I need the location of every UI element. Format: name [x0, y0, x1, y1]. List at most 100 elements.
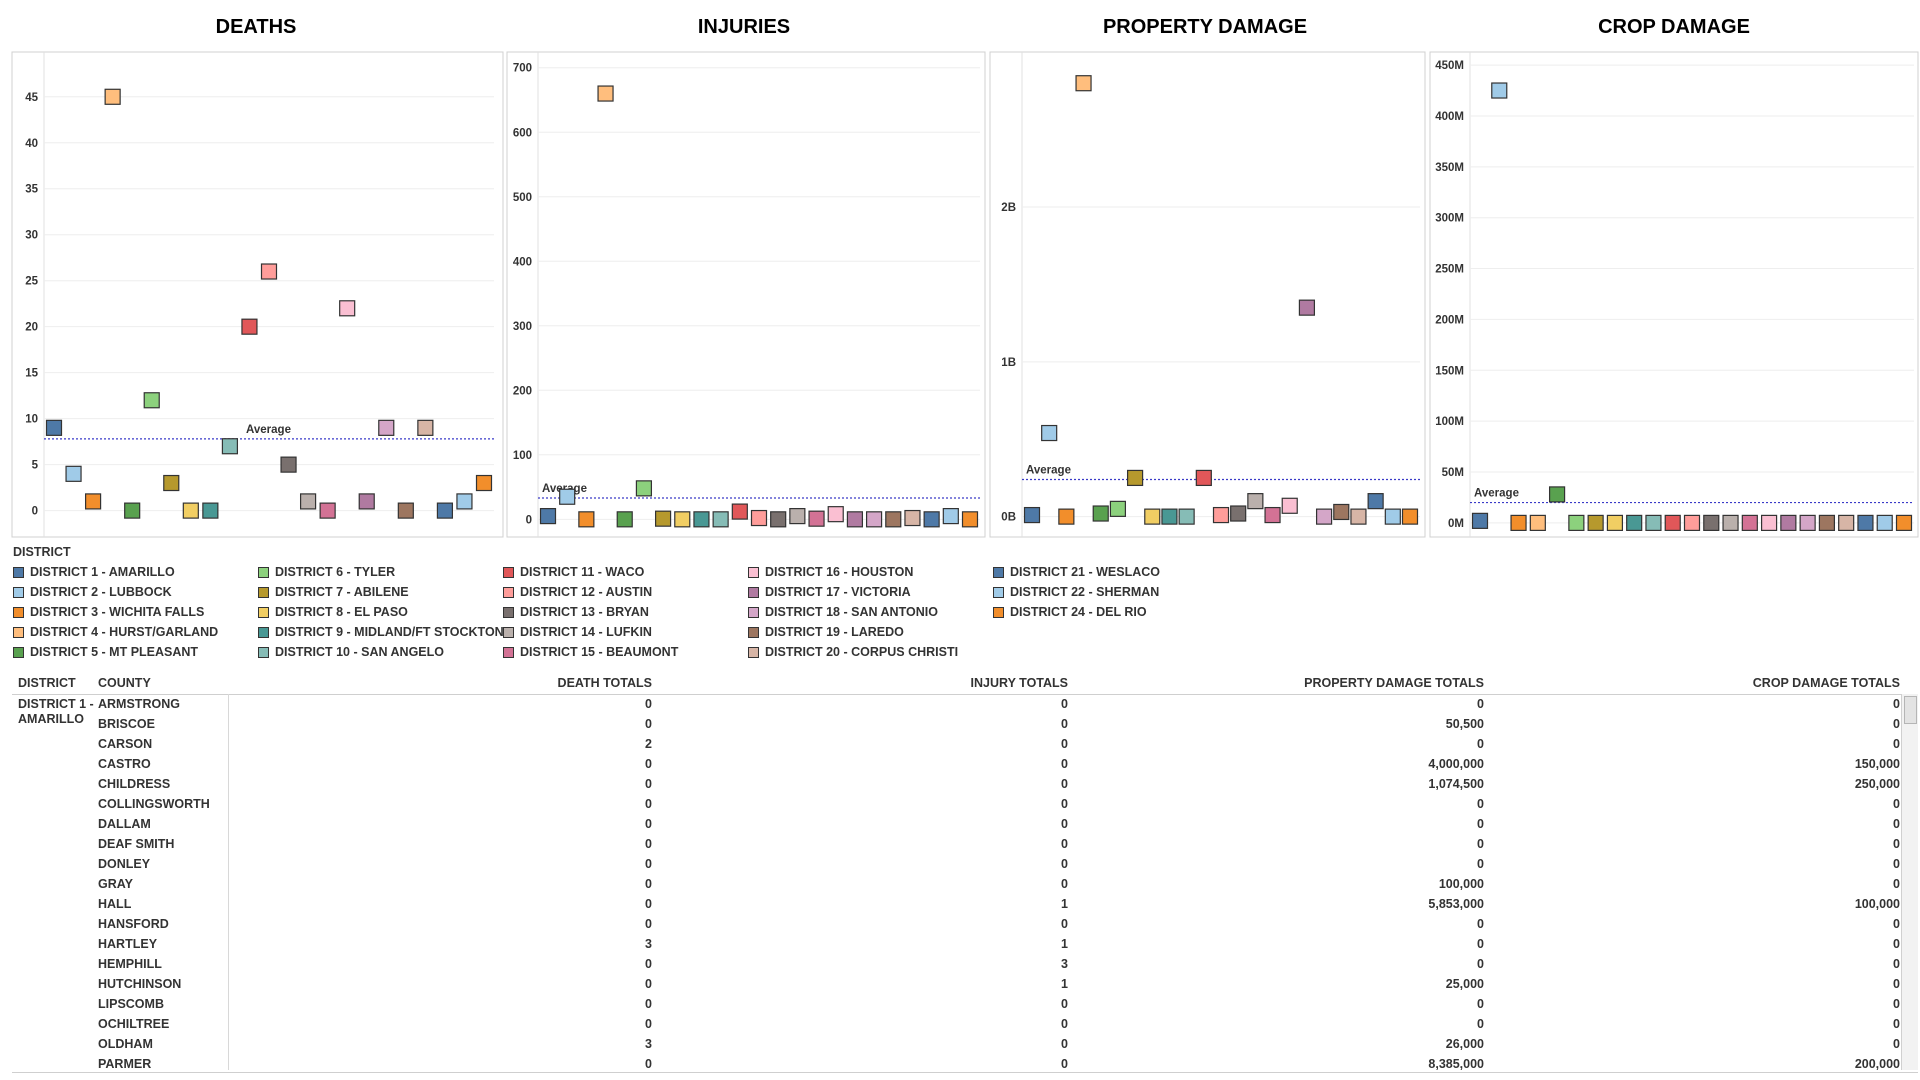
data-point-district-8[interactable]	[1144, 508, 1161, 525]
data-point-district-6[interactable]	[635, 480, 653, 497]
data-point-district-10[interactable]	[712, 511, 729, 528]
legend-item[interactable]: DISTRICT 11 - WACO	[503, 565, 644, 579]
data-point-district-19[interactable]	[1333, 503, 1350, 521]
data-point-district-3[interactable]	[84, 493, 102, 510]
data-point-district-11[interactable]	[731, 503, 748, 520]
data-point-district-9[interactable]	[1161, 508, 1178, 525]
table-row[interactable]: CHILDRESS 0 0 1,074,500 250,000	[12, 774, 1918, 794]
data-point-district-23[interactable]	[961, 511, 979, 528]
legend-item[interactable]: DISTRICT 3 - WICHITA FALLS	[13, 605, 204, 619]
data-point-district-7[interactable]	[1126, 469, 1144, 487]
legend-item[interactable]: DISTRICT 13 - BRYAN	[503, 605, 649, 619]
table-scrollbar[interactable]	[1901, 694, 1918, 1070]
data-point-district-4[interactable]	[1529, 514, 1546, 531]
data-point-district-15[interactable]	[1741, 514, 1758, 531]
table-row[interactable]: LIPSCOMB 0 0 0 0	[12, 994, 1918, 1014]
data-point-district-10[interactable]	[1178, 508, 1195, 525]
table-row[interactable]: OCHILTREE 0 0 0 0	[12, 1014, 1918, 1034]
data-point-district-1[interactable]	[1023, 506, 1041, 524]
legend-item[interactable]: DISTRICT 20 - CORPUS CHRISTI	[748, 645, 958, 659]
data-point-district-12[interactable]	[1212, 506, 1230, 524]
data-point-district-10[interactable]	[1645, 514, 1662, 531]
data-point-district-14[interactable]	[299, 493, 317, 510]
header-property-damage-totals[interactable]: PROPERTY DAMAGE TOTALS	[1304, 676, 1484, 690]
data-point-district-11[interactable]	[1664, 514, 1681, 531]
data-point-district-6[interactable]	[143, 392, 160, 409]
legend-item[interactable]: DISTRICT 21 - WESLACO	[993, 565, 1160, 579]
data-point-district-5[interactable]	[1092, 505, 1109, 522]
data-point-district-3[interactable]	[1058, 508, 1075, 525]
legend-item[interactable]: DISTRICT 4 - HURST/GARLAND	[13, 625, 218, 639]
data-point-district-14[interactable]	[1247, 493, 1264, 510]
data-point-district-20[interactable]	[1838, 514, 1855, 531]
data-point-district-4[interactable]	[1075, 75, 1092, 92]
legend-item[interactable]: DISTRICT 24 - DEL RIO	[993, 605, 1147, 619]
data-point-district-9[interactable]	[1626, 514, 1643, 531]
data-point-district-19[interactable]	[397, 502, 414, 519]
data-point-district-15[interactable]	[1264, 506, 1281, 524]
legend-item[interactable]: DISTRICT 22 - SHERMAN	[993, 585, 1159, 599]
data-point-district-9[interactable]	[693, 511, 710, 528]
legend-item[interactable]: DISTRICT 16 - HOUSTON	[748, 565, 913, 579]
data-point-district-3[interactable]	[1510, 514, 1527, 531]
data-point-district-16[interactable]	[827, 506, 844, 523]
table-row[interactable]: HANSFORD 0 0 0 0	[12, 914, 1918, 934]
table-row[interactable]: HUTCHINSON 0 1 25,000 0	[12, 974, 1918, 994]
data-point-district-22[interactable]	[456, 493, 473, 510]
data-point-district-2[interactable]	[1491, 82, 1508, 99]
data-point-district-11[interactable]	[1195, 469, 1212, 487]
data-point-district-22[interactable]	[1876, 514, 1893, 531]
data-point-district-19[interactable]	[1818, 514, 1836, 531]
data-point-district-22[interactable]	[942, 507, 959, 525]
table-row[interactable]: HARTLEY 3 1 0 0	[12, 934, 1918, 954]
data-point-district-22[interactable]	[1384, 508, 1401, 525]
data-point-district-16[interactable]	[1760, 514, 1778, 531]
table-row[interactable]: PARMER 0 0 8,385,000 200,000	[12, 1054, 1918, 1070]
data-point-district-5[interactable]	[616, 511, 633, 528]
data-point-district-2[interactable]	[559, 488, 576, 505]
table-row[interactable]: DEAF SMITH 0 0 0 0	[12, 834, 1918, 854]
table-row[interactable]: DONLEY 0 0 0 0	[12, 854, 1918, 874]
scrollbar-thumb[interactable]	[1904, 696, 1917, 724]
data-point-district-7[interactable]	[1587, 514, 1604, 531]
data-point-district-18[interactable]	[1799, 514, 1816, 531]
legend-item[interactable]: DISTRICT 1 - AMARILLO	[13, 565, 175, 579]
data-point-district-21[interactable]	[436, 502, 454, 519]
data-point-district-16[interactable]	[339, 300, 356, 317]
data-point-district-6[interactable]	[1568, 514, 1585, 531]
data-point-district-12[interactable]	[260, 263, 278, 280]
legend-item[interactable]: DISTRICT 12 - AUSTIN	[503, 585, 652, 599]
data-point-district-5[interactable]	[124, 502, 141, 519]
data-point-district-9[interactable]	[202, 502, 219, 519]
legend-item[interactable]: DISTRICT 2 - LUBBOCK	[13, 585, 172, 599]
data-point-district-17[interactable]	[846, 511, 864, 528]
data-point-district-23[interactable]	[475, 474, 493, 492]
data-point-district-21[interactable]	[1857, 514, 1874, 531]
data-point-district-20[interactable]	[1350, 508, 1367, 525]
table-row[interactable]: COLLINGSWORTH 0 0 0 0	[12, 794, 1918, 814]
data-point-district-18[interactable]	[865, 511, 883, 528]
legend-item[interactable]: DISTRICT 9 - MIDLAND/FT STOCKTON	[258, 625, 504, 639]
data-point-district-10[interactable]	[221, 438, 239, 455]
data-point-district-13[interactable]	[1230, 505, 1247, 522]
legend-item[interactable]: DISTRICT 17 - VICTORIA	[748, 585, 911, 599]
data-point-district-5[interactable]	[1548, 486, 1566, 503]
legend-item[interactable]: DISTRICT 7 - ABILENE	[258, 585, 409, 599]
legend-item[interactable]: DISTRICT 18 - SAN ANTONIO	[748, 605, 938, 619]
table-row[interactable]: GRAY 0 0 100,000 0	[12, 874, 1918, 894]
table-row[interactable]: CASTRO 0 0 4,000,000 150,000	[12, 754, 1918, 774]
data-point-district-4[interactable]	[597, 85, 614, 102]
data-point-district-3[interactable]	[578, 511, 595, 528]
data-point-district-18[interactable]	[1315, 508, 1333, 525]
data-point-district-16[interactable]	[1281, 497, 1298, 514]
data-point-district-2[interactable]	[1041, 424, 1058, 442]
legend-item[interactable]: DISTRICT 19 - LAREDO	[748, 625, 904, 639]
data-point-district-20[interactable]	[904, 509, 921, 527]
table-row[interactable]: HALL 0 1 5,853,000 100,000	[12, 894, 1918, 914]
header-death-totals[interactable]: DEATH TOTALS	[557, 676, 652, 690]
header-injury-totals[interactable]: INJURY TOTALS	[970, 676, 1068, 690]
table-row[interactable]: DALLAM 0 0 0 0	[12, 814, 1918, 834]
legend-item[interactable]: DISTRICT 5 - MT PLEASANT	[13, 645, 198, 659]
table-row[interactable]: CARSON 2 0 0 0	[12, 734, 1918, 754]
header-crop-damage-totals[interactable]: CROP DAMAGE TOTALS	[1752, 676, 1900, 690]
